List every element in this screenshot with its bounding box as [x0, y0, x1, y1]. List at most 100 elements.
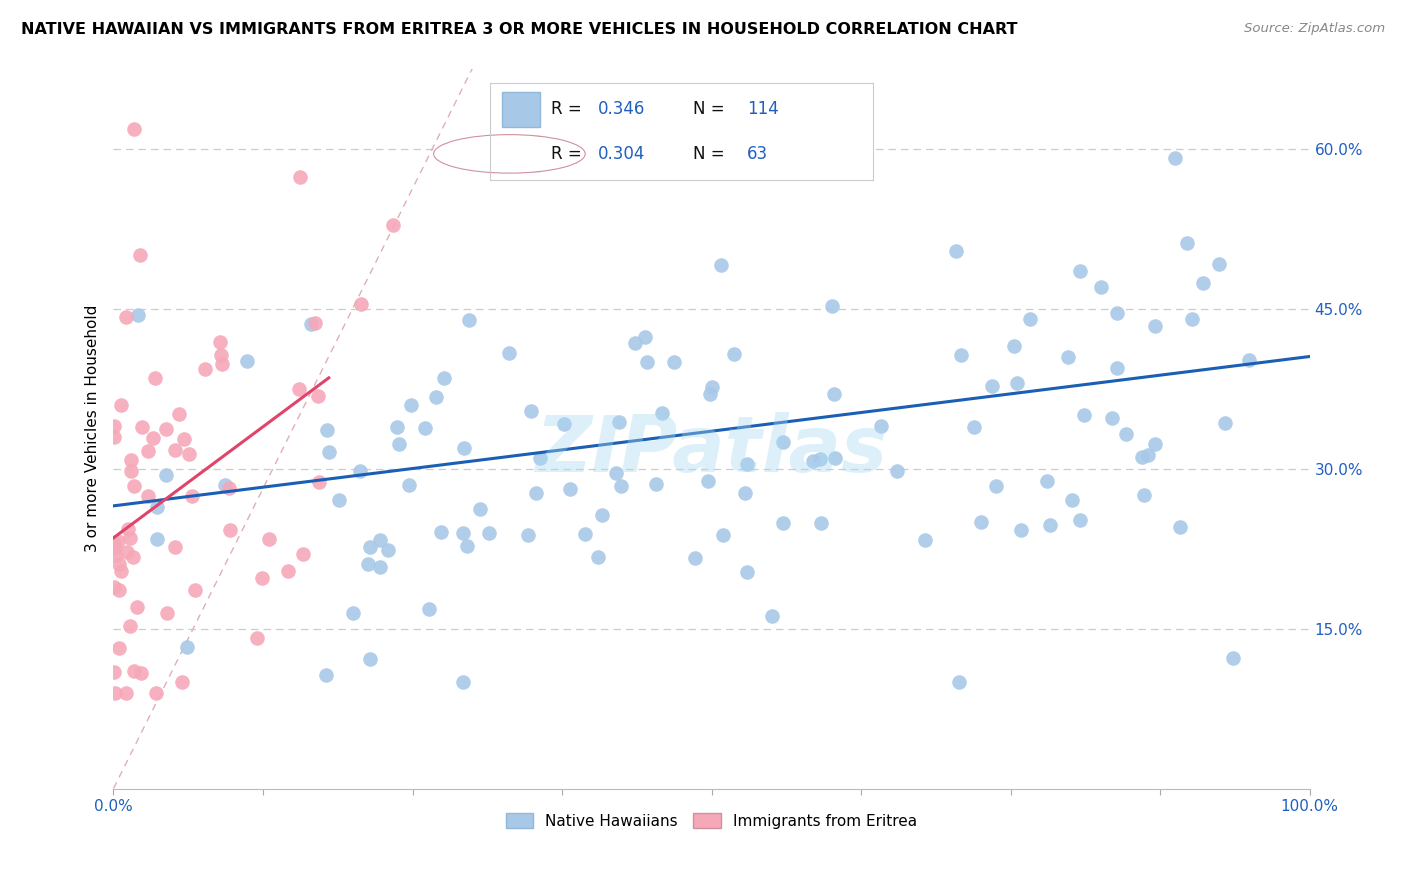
Point — [456, 539, 478, 553]
Point — [1115, 427, 1137, 442]
Point — [588, 549, 610, 564]
Point — [524, 485, 547, 500]
Point — [1069, 263, 1091, 277]
Point — [700, 380, 723, 394]
Point — [136, 490, 159, 504]
Point — [184, 582, 207, 597]
Point — [1208, 257, 1230, 271]
Point — [823, 387, 845, 401]
Point — [177, 447, 200, 461]
Point — [1222, 650, 1244, 665]
Point — [869, 419, 891, 434]
Point — [735, 457, 758, 471]
Y-axis label: 3 or more Vehicles in Household: 3 or more Vehicles in Household — [86, 305, 100, 552]
Point — [1181, 311, 1204, 326]
Point — [136, 444, 159, 458]
Point — [118, 619, 141, 633]
Point — [1005, 376, 1028, 391]
Point — [299, 318, 322, 332]
Point — [236, 354, 259, 368]
Point — [115, 685, 138, 699]
Point — [413, 421, 436, 435]
Point — [886, 464, 908, 478]
Point — [418, 602, 440, 616]
Point — [1213, 416, 1236, 430]
Point — [219, 523, 242, 537]
Point — [288, 382, 311, 396]
Point — [170, 675, 193, 690]
Point — [950, 348, 973, 362]
Point — [115, 545, 138, 559]
Point — [214, 478, 236, 492]
Point — [257, 533, 280, 547]
Point — [155, 422, 177, 436]
Point — [388, 437, 411, 451]
Point — [291, 547, 314, 561]
Point — [734, 486, 756, 500]
Point — [115, 310, 138, 325]
Point — [122, 478, 145, 492]
Point — [1133, 488, 1156, 502]
Point — [1062, 492, 1084, 507]
Point — [104, 685, 127, 699]
Point — [350, 297, 373, 311]
Point — [194, 361, 217, 376]
Point — [117, 523, 139, 537]
Point — [914, 533, 936, 547]
Point — [1018, 312, 1040, 326]
Point — [735, 566, 758, 580]
Point — [644, 476, 666, 491]
Point — [1010, 523, 1032, 537]
Text: ZIPatlas: ZIPatlas — [536, 412, 887, 488]
Point — [122, 122, 145, 136]
Point — [103, 419, 125, 434]
Point — [498, 346, 520, 360]
Point — [710, 259, 733, 273]
Point — [1039, 517, 1062, 532]
Point — [810, 516, 832, 531]
Point — [155, 467, 177, 482]
Point — [103, 535, 125, 549]
Point — [349, 464, 371, 478]
Point — [662, 354, 685, 368]
Point — [108, 557, 131, 571]
Point — [173, 432, 195, 446]
Point — [1164, 151, 1187, 165]
Point — [962, 420, 984, 434]
Point — [468, 501, 491, 516]
Point — [801, 454, 824, 468]
Point — [772, 516, 794, 530]
Point — [145, 685, 167, 699]
Point — [103, 430, 125, 444]
Point — [156, 607, 179, 621]
Point — [1069, 513, 1091, 527]
Point — [218, 481, 240, 495]
Point — [103, 580, 125, 594]
Point — [1130, 450, 1153, 465]
Point — [110, 398, 132, 412]
Point — [634, 330, 657, 344]
Point — [529, 450, 551, 465]
Point — [984, 479, 1007, 493]
Point — [1073, 409, 1095, 423]
Point — [553, 417, 575, 431]
Point — [821, 299, 844, 313]
Point — [307, 389, 329, 403]
Point — [328, 492, 350, 507]
Point — [430, 525, 453, 540]
Point — [142, 431, 165, 445]
Point — [110, 564, 132, 578]
Point — [246, 631, 269, 645]
Point — [980, 379, 1002, 393]
Point — [945, 244, 967, 259]
Point — [121, 549, 143, 564]
Text: Source: ZipAtlas.com: Source: ZipAtlas.com — [1244, 22, 1385, 36]
Point — [250, 571, 273, 585]
Point — [209, 348, 232, 362]
Point — [208, 334, 231, 349]
Point — [176, 640, 198, 654]
Point — [167, 407, 190, 421]
Point — [277, 564, 299, 578]
Point — [1137, 448, 1160, 462]
Point — [385, 420, 408, 434]
